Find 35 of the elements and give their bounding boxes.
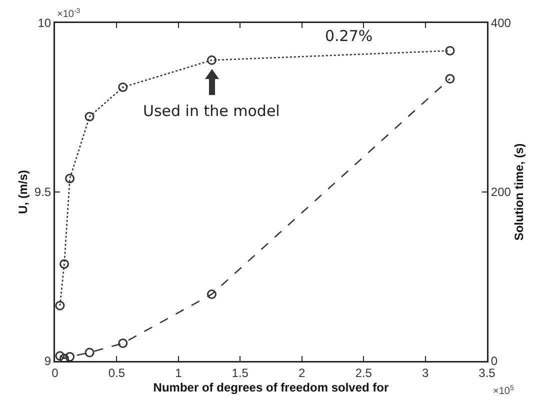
y-tick-label: 10 bbox=[38, 16, 52, 30]
point bbox=[445, 46, 455, 56]
point bbox=[60, 259, 70, 269]
point bbox=[118, 82, 128, 92]
y2-axis-title: Solution time, (s) bbox=[512, 143, 526, 241]
x-tick-label: 0 bbox=[52, 366, 59, 380]
x-tick-label: 0.5 bbox=[108, 366, 126, 380]
x-tick-label: 3.5 bbox=[478, 366, 496, 380]
text: ×10$^{5}$ bbox=[493, 385, 514, 398]
x-tick-label: 1 bbox=[175, 366, 182, 380]
y2-tick-label: 400 bbox=[490, 16, 512, 30]
y2-tick-label: 200 bbox=[490, 185, 512, 200]
text: ×10$^{-3}$ bbox=[57, 8, 80, 20]
annotation: 0.27% bbox=[325, 27, 373, 45]
x-tick-label: 1.5 bbox=[232, 366, 249, 380]
point bbox=[445, 74, 455, 84]
y-tick-label: 9 bbox=[44, 354, 52, 368]
y-tick-label: 9.5 bbox=[34, 185, 52, 200]
point bbox=[55, 300, 65, 310]
point bbox=[60, 354, 70, 361]
x-axis-title: Number of degrees of freedom solved for bbox=[153, 380, 390, 395]
point bbox=[55, 351, 65, 361]
x-tick-label: 3 bbox=[422, 366, 429, 380]
point bbox=[207, 55, 216, 65]
point bbox=[65, 352, 75, 361]
point bbox=[84, 348, 94, 358]
y-axis-title: U, (m/s) bbox=[16, 170, 30, 214]
point bbox=[207, 290, 216, 299]
y2-tick-label: 0 bbox=[490, 354, 498, 368]
point bbox=[118, 338, 128, 348]
point bbox=[65, 174, 75, 184]
point bbox=[84, 112, 94, 122]
x-tick-label: 2.5 bbox=[355, 366, 372, 380]
annotation: Used in the model bbox=[143, 102, 280, 120]
x-tick-label: 2 bbox=[298, 366, 306, 380]
